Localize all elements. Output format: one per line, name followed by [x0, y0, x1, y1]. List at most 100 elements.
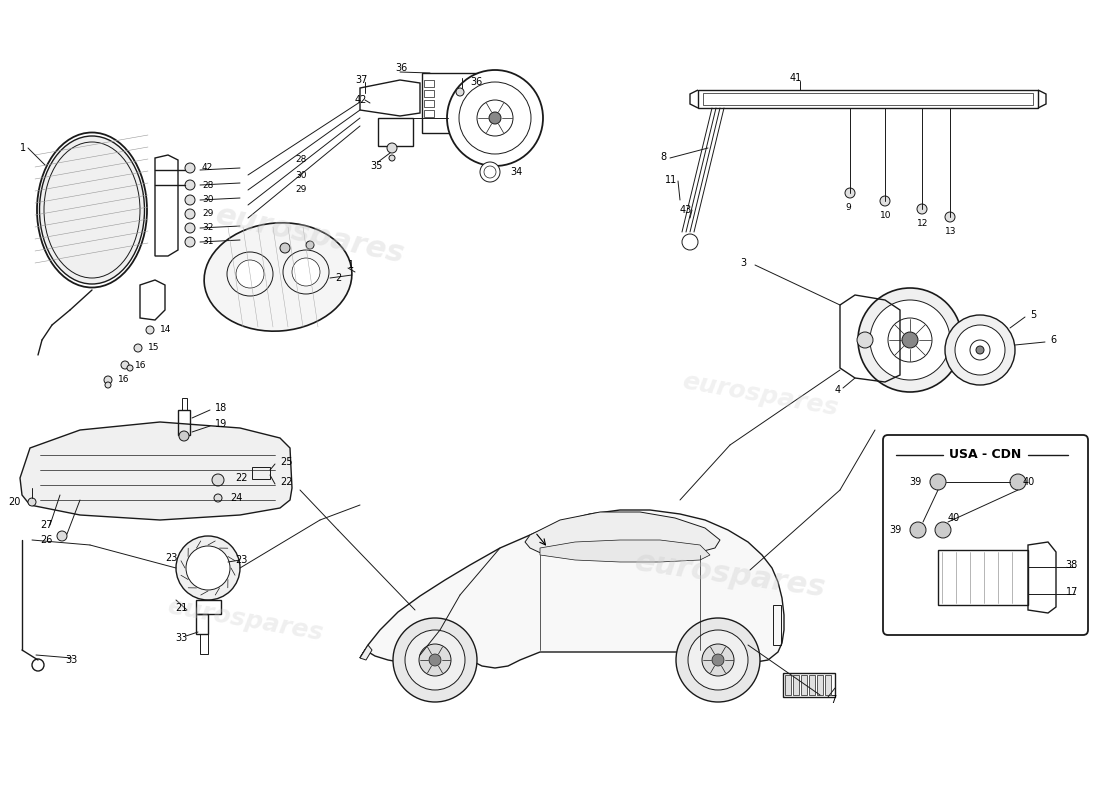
- Text: 42: 42: [202, 163, 213, 173]
- Bar: [252, 467, 270, 479]
- Text: 18: 18: [214, 403, 228, 413]
- Circle shape: [280, 243, 290, 253]
- Circle shape: [185, 237, 195, 247]
- Circle shape: [405, 630, 465, 690]
- Circle shape: [459, 82, 531, 154]
- Bar: [698, 90, 1038, 108]
- Text: 33: 33: [175, 633, 187, 643]
- Circle shape: [176, 536, 240, 600]
- Text: 30: 30: [202, 195, 213, 205]
- Text: 1: 1: [348, 260, 354, 270]
- Bar: [808, 675, 815, 695]
- Text: 32: 32: [202, 223, 213, 233]
- Text: 15: 15: [148, 343, 159, 353]
- Circle shape: [945, 212, 955, 222]
- Text: 39: 39: [890, 525, 902, 535]
- Text: 28: 28: [202, 181, 213, 190]
- Text: 24: 24: [230, 493, 242, 503]
- Text: 16: 16: [118, 375, 130, 385]
- Text: 30: 30: [295, 170, 307, 179]
- Text: 12: 12: [917, 219, 928, 229]
- Text: 7: 7: [830, 695, 836, 705]
- Bar: [793, 675, 799, 695]
- Circle shape: [146, 326, 154, 334]
- Circle shape: [104, 376, 112, 384]
- Circle shape: [104, 382, 111, 388]
- Text: 23: 23: [165, 553, 177, 563]
- Circle shape: [930, 474, 946, 490]
- Ellipse shape: [40, 136, 144, 284]
- Bar: [196, 600, 221, 614]
- Text: 19: 19: [214, 419, 228, 429]
- Circle shape: [480, 162, 501, 182]
- Circle shape: [292, 258, 320, 286]
- Circle shape: [393, 618, 477, 702]
- Text: 16: 16: [135, 361, 146, 370]
- Polygon shape: [360, 510, 784, 668]
- Circle shape: [32, 659, 44, 671]
- Bar: [817, 675, 823, 695]
- Bar: [378, 118, 412, 146]
- Circle shape: [185, 209, 195, 219]
- Bar: [773, 605, 781, 645]
- Bar: [424, 100, 434, 107]
- Bar: [424, 110, 434, 117]
- Circle shape: [185, 180, 195, 190]
- Bar: [938, 550, 1028, 605]
- Circle shape: [490, 112, 500, 124]
- Circle shape: [857, 332, 873, 348]
- Bar: [182, 398, 187, 410]
- Circle shape: [888, 318, 932, 362]
- Circle shape: [858, 288, 962, 392]
- Circle shape: [185, 195, 195, 205]
- Circle shape: [902, 332, 918, 348]
- Text: 17: 17: [1066, 587, 1078, 597]
- Circle shape: [179, 431, 189, 441]
- Text: 29: 29: [202, 210, 213, 218]
- Circle shape: [186, 546, 230, 590]
- Circle shape: [236, 260, 264, 288]
- Circle shape: [910, 522, 926, 538]
- Text: 38: 38: [1066, 560, 1078, 570]
- Text: 40: 40: [948, 513, 960, 523]
- Text: 29: 29: [295, 186, 307, 194]
- Circle shape: [935, 522, 952, 538]
- Circle shape: [306, 241, 313, 249]
- Circle shape: [945, 315, 1015, 385]
- Text: 20: 20: [8, 497, 21, 507]
- Text: 28: 28: [295, 155, 307, 165]
- Text: 35: 35: [370, 161, 383, 171]
- Polygon shape: [20, 422, 292, 520]
- Circle shape: [429, 654, 441, 666]
- Circle shape: [688, 630, 748, 690]
- Circle shape: [214, 494, 222, 502]
- Text: 14: 14: [160, 326, 172, 334]
- Bar: [825, 675, 830, 695]
- Circle shape: [682, 234, 698, 250]
- Text: USA - CDN: USA - CDN: [949, 449, 1021, 462]
- Text: eurospares: eurospares: [212, 201, 407, 270]
- Bar: [422, 73, 501, 133]
- Text: 26: 26: [40, 535, 53, 545]
- Polygon shape: [525, 512, 720, 558]
- Circle shape: [917, 204, 927, 214]
- Text: 25: 25: [280, 457, 293, 467]
- Circle shape: [676, 618, 760, 702]
- Text: 13: 13: [945, 227, 957, 237]
- Text: 31: 31: [202, 238, 213, 246]
- Circle shape: [212, 474, 224, 486]
- Circle shape: [970, 340, 990, 360]
- Circle shape: [419, 644, 451, 676]
- Circle shape: [712, 654, 724, 666]
- Circle shape: [28, 498, 36, 506]
- Bar: [783, 673, 835, 697]
- Text: 39: 39: [910, 477, 922, 487]
- Text: 27: 27: [40, 520, 53, 530]
- Circle shape: [702, 644, 734, 676]
- FancyBboxPatch shape: [883, 435, 1088, 635]
- Text: 36: 36: [470, 77, 482, 87]
- Polygon shape: [540, 540, 710, 562]
- Bar: [196, 614, 208, 634]
- Text: 22: 22: [280, 477, 293, 487]
- Text: eurospares: eurospares: [680, 370, 840, 421]
